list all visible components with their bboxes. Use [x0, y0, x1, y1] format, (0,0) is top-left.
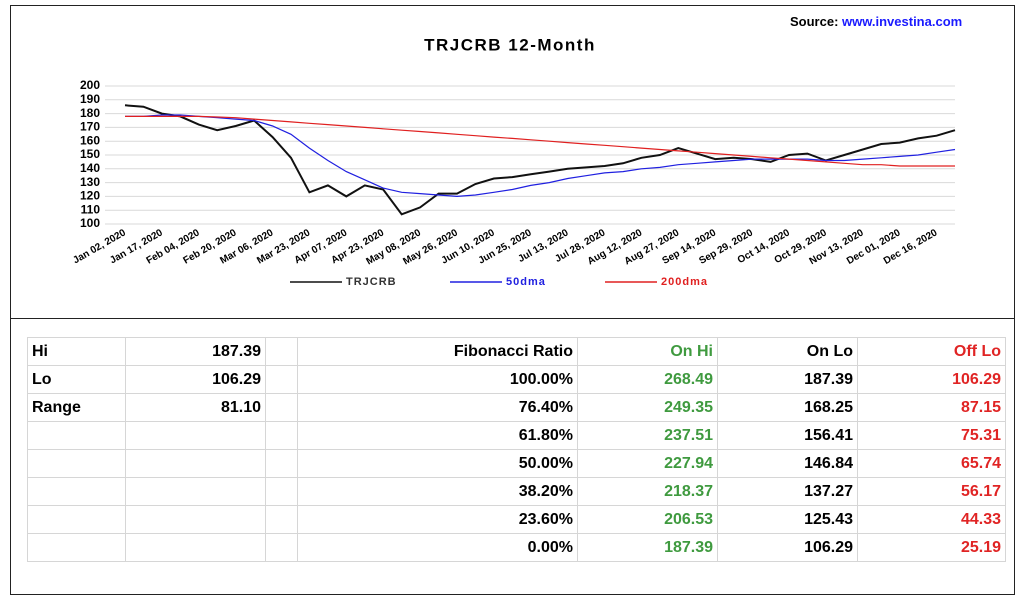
table-row: 38.20% 218.37 137.27 56.17 — [27, 477, 1006, 506]
table-cell: 56.17 — [857, 477, 1006, 506]
table-row: Lo 106.29 100.00% 268.49 187.39 106.29 — [27, 365, 1006, 394]
table-cell: Lo — [27, 365, 126, 394]
table-cell — [265, 533, 298, 562]
chart: TRJCRB 12-Month 100110120130140150160170… — [71, 35, 956, 288]
table-cell: 81.10 — [125, 393, 266, 422]
table-cell: 156.41 — [717, 421, 858, 450]
table-cell — [265, 337, 298, 366]
table-cell — [27, 449, 126, 478]
table-cell: 137.27 — [717, 477, 858, 506]
table-cell: Off Lo — [857, 337, 1006, 366]
table-cell: On Hi — [577, 337, 718, 366]
table-cell: 187.39 — [577, 533, 718, 562]
source: Source: www.investina.com — [790, 14, 962, 29]
y-tick-label: 160 — [80, 133, 100, 147]
table-cell: 25.19 — [857, 533, 1006, 562]
table-cell: On Lo — [717, 337, 858, 366]
y-tick-label: 170 — [80, 120, 100, 134]
table-cell — [265, 449, 298, 478]
table-cell — [125, 421, 266, 450]
table-cell: 76.40% — [297, 393, 578, 422]
table-row: Hi 187.39 Fibonacci Ratio On Hi On Lo Off Lo — [27, 337, 1006, 366]
table-cell: 61.80% — [297, 421, 578, 450]
y-tick-label: 120 — [80, 189, 100, 203]
table-cell: 106.29 — [717, 533, 858, 562]
series-line — [125, 115, 955, 167]
table-cell: 38.20% — [297, 477, 578, 506]
table-cell: 106.29 — [125, 365, 266, 394]
table-row: 50.00% 227.94 146.84 65.74 — [27, 449, 1006, 478]
table-cell: 23.60% — [297, 505, 578, 534]
table-cell — [265, 365, 298, 394]
table-row: 61.80% 237.51 156.41 75.31 — [27, 421, 1006, 450]
table-cell: 65.74 — [857, 449, 1006, 478]
table-cell: 218.37 — [577, 477, 718, 506]
table-cell — [27, 421, 126, 450]
series-line — [125, 114, 956, 198]
y-tick-label: 150 — [80, 147, 100, 161]
chart-title: TRJCRB 12-Month — [424, 35, 596, 54]
table-cell: 146.84 — [717, 449, 858, 478]
legend-label: 200dma — [661, 276, 708, 288]
table-cell — [265, 393, 298, 422]
table-cell: 206.53 — [577, 505, 718, 534]
table-cell: 100.00% — [297, 365, 578, 394]
frame — [10, 5, 1015, 595]
table-cell: Hi — [27, 337, 126, 366]
table-row: 0.00% 187.39 106.29 25.19 — [27, 533, 1006, 562]
table-row: Range 81.10 76.40% 249.35 168.25 87.15 — [27, 393, 1006, 422]
table-cell — [125, 449, 266, 478]
y-tick-label: 100 — [80, 216, 100, 230]
table-cell: 268.49 — [577, 365, 718, 394]
table-cell: 187.39 — [717, 365, 858, 394]
table-cell: 125.43 — [717, 505, 858, 534]
table-cell: 0.00% — [297, 533, 578, 562]
y-tick-label: 180 — [80, 106, 100, 120]
table-cell: 87.15 — [857, 393, 1006, 422]
table-cell — [125, 533, 266, 562]
table-cell: Range — [27, 393, 126, 422]
table-cell: 237.51 — [577, 421, 718, 450]
source-label: Source: — [790, 14, 839, 29]
legend-label: 50dma — [506, 276, 546, 288]
fib-table: Hi 187.39 Fibonacci Ratio On Hi On Lo Off Lo L… — [27, 337, 1006, 562]
y-tick-label: 130 — [80, 175, 100, 189]
table-cell: 227.94 — [577, 449, 718, 478]
table-cell: 50.00% — [297, 449, 578, 478]
table-cell — [125, 477, 266, 506]
table-cell — [27, 505, 126, 534]
table-row: 23.60% 206.53 125.43 44.33 — [27, 505, 1006, 534]
table-cell — [27, 477, 126, 506]
y-tick-label: 110 — [81, 202, 101, 216]
divider — [10, 318, 1015, 319]
series-line — [124, 104, 956, 216]
table-cell: 249.35 — [577, 393, 718, 422]
table-cell: 75.31 — [857, 421, 1006, 450]
table-cell: 168.25 — [717, 393, 858, 422]
legend-label: TRJCRB — [346, 276, 397, 288]
y-tick-label: 200 — [80, 78, 100, 92]
y-tick-label: 140 — [80, 161, 100, 175]
source-url: www.investina.com — [842, 14, 963, 29]
table-cell — [27, 533, 126, 562]
table-cell — [125, 505, 266, 534]
table-cell — [265, 477, 298, 506]
table-cell: Fibonacci Ratio — [297, 337, 578, 366]
table-cell — [265, 505, 298, 534]
table-cell: 106.29 — [857, 365, 1006, 394]
table-cell: 187.39 — [125, 337, 266, 366]
y-tick-label: 190 — [80, 92, 100, 106]
table-cell: 44.33 — [857, 505, 1006, 534]
table-cell — [265, 421, 298, 450]
